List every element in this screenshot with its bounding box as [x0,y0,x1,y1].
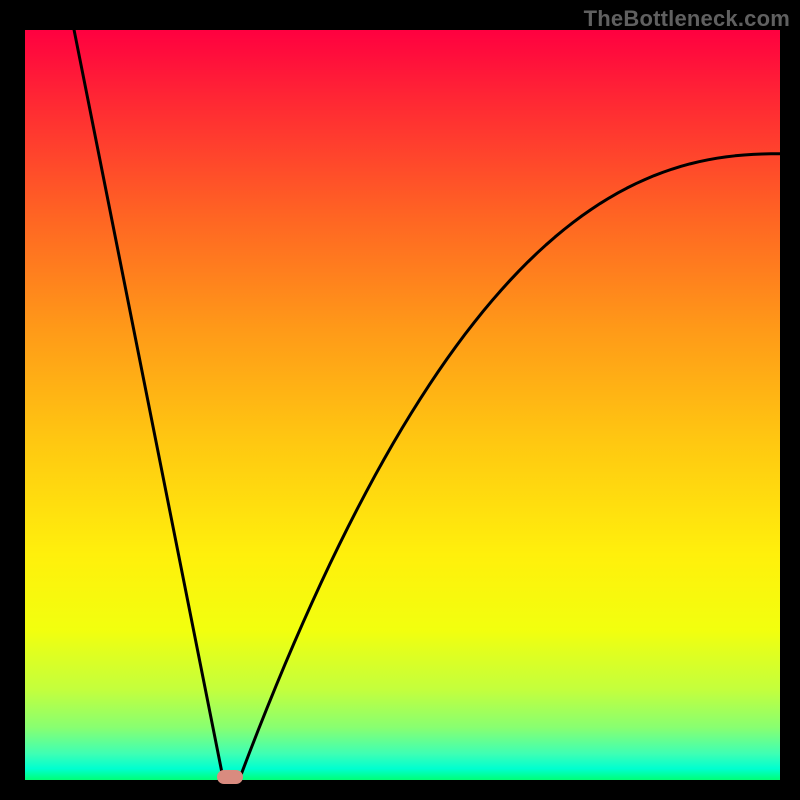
optimal-point-marker [217,770,243,784]
watermark-text: TheBottleneck.com [584,6,790,32]
plot-area [25,30,780,780]
bottleneck-curve [25,30,780,780]
chart-frame: TheBottleneck.com [0,0,800,800]
